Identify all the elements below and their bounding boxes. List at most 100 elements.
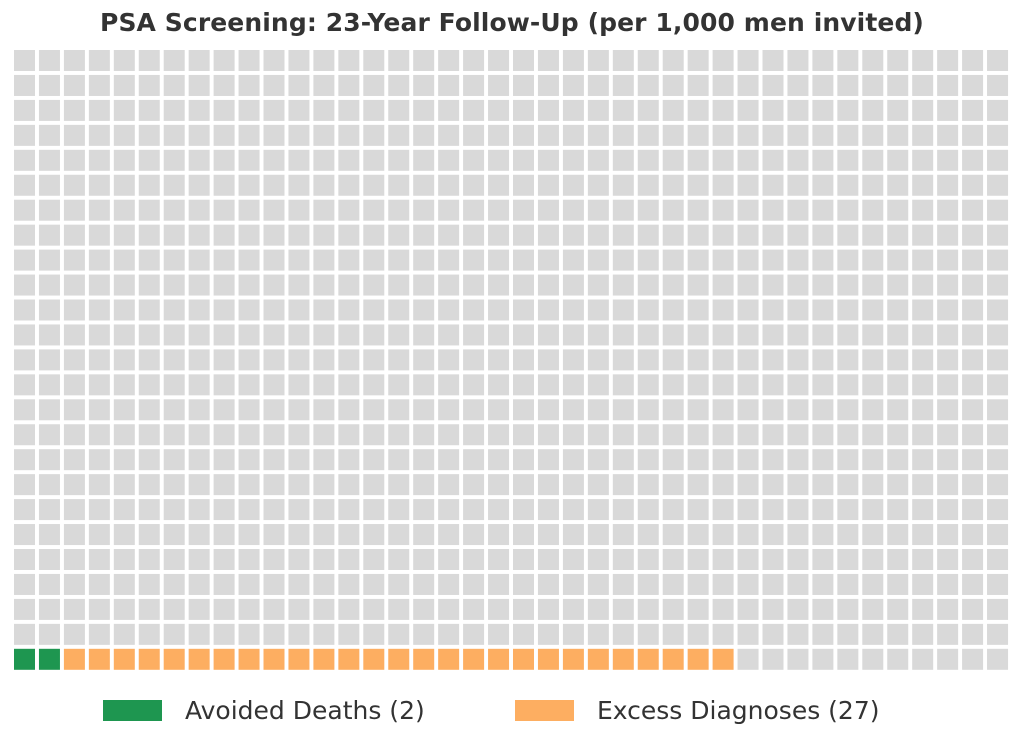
- waffle-cell: [537, 249, 559, 271]
- waffle-cell: [213, 374, 235, 396]
- waffle-cell: [987, 274, 1009, 296]
- waffle-cell: [887, 374, 909, 396]
- waffle-cell: [937, 524, 959, 546]
- waffle-cell: [388, 549, 410, 570]
- waffle-cell: [537, 324, 559, 346]
- waffle-cell: [737, 374, 759, 396]
- waffle-cell: [562, 474, 584, 496]
- waffle-cell: [987, 224, 1009, 246]
- waffle-cell: [388, 149, 410, 171]
- waffle-cell: [862, 573, 884, 595]
- waffle-cell: [712, 299, 734, 321]
- waffle-cell: [338, 249, 360, 271]
- waffle-cell: [188, 274, 210, 296]
- waffle-cell: [712, 274, 734, 296]
- waffle-cell: [313, 50, 335, 71]
- waffle-cell: [887, 249, 909, 271]
- waffle-cell-excess-diagnosis: [163, 648, 185, 670]
- waffle-cell: [962, 424, 984, 446]
- waffle-cell: [862, 224, 884, 246]
- waffle-cell: [113, 174, 135, 196]
- waffle-cell: [737, 399, 759, 421]
- waffle-cell: [363, 149, 385, 171]
- waffle-cell: [413, 274, 435, 296]
- waffle-cell: [213, 424, 235, 446]
- waffle-cell: [63, 324, 85, 346]
- waffle-cell: [338, 399, 360, 421]
- waffle-cell: [687, 598, 709, 620]
- waffle-cell: [63, 249, 85, 271]
- waffle-cell: [937, 249, 959, 271]
- waffle-cell: [812, 299, 834, 321]
- waffle-cell: [513, 324, 534, 346]
- waffle-cell: [987, 524, 1009, 546]
- waffle-cell: [737, 249, 759, 271]
- waffle-cell: [188, 74, 210, 96]
- waffle-cell: [38, 299, 60, 321]
- waffle-cell: [263, 598, 285, 620]
- waffle-cell: [213, 149, 235, 171]
- waffle-cell: [463, 174, 485, 196]
- waffle-cell: [513, 74, 534, 96]
- waffle-cell: [38, 374, 60, 396]
- waffle-cell: [188, 124, 210, 146]
- waffle-cell: [188, 474, 210, 496]
- waffle-cell: [63, 449, 85, 471]
- waffle-cell: [637, 449, 659, 471]
- waffle-cell: [513, 99, 534, 121]
- waffle-cell: [737, 648, 759, 670]
- waffle-cell: [363, 549, 385, 570]
- waffle-cell: [987, 474, 1009, 496]
- waffle-cell: [14, 549, 35, 570]
- waffle-cell: [587, 573, 609, 595]
- waffle-cell: [687, 424, 709, 446]
- waffle-cell: [38, 499, 60, 521]
- waffle-cell: [562, 149, 584, 171]
- waffle-cell: [887, 124, 909, 146]
- waffle-cell-excess-diagnosis: [338, 648, 360, 670]
- waffle-cell: [837, 449, 859, 471]
- waffle-cell: [463, 549, 485, 570]
- waffle-cell: [887, 149, 909, 171]
- waffle-cell: [113, 623, 135, 645]
- waffle-cell: [63, 374, 85, 396]
- waffle-cell: [812, 374, 834, 396]
- waffle-cell: [263, 99, 285, 121]
- waffle-cell: [887, 299, 909, 321]
- waffle-cell: [113, 399, 135, 421]
- waffle-cell: [787, 374, 809, 396]
- waffle-cell: [38, 623, 60, 645]
- waffle-cell: [14, 598, 35, 620]
- waffle-cell: [488, 50, 510, 71]
- waffle-cell: [88, 499, 110, 521]
- waffle-cell: [513, 299, 534, 321]
- waffle-cell: [388, 573, 410, 595]
- waffle-cell: [338, 74, 360, 96]
- waffle-cell: [587, 474, 609, 496]
- waffle-cell: [987, 50, 1009, 71]
- waffle-cell: [113, 524, 135, 546]
- waffle-cell: [88, 199, 110, 221]
- waffle-cell: [188, 449, 210, 471]
- waffle-cell: [213, 549, 235, 570]
- waffle-cell: [413, 573, 435, 595]
- waffle-cell: [912, 374, 934, 396]
- waffle-cell: [38, 174, 60, 196]
- waffle-cell: [537, 124, 559, 146]
- waffle-cell: [812, 50, 834, 71]
- waffle-cell: [862, 623, 884, 645]
- waffle-cell: [662, 399, 684, 421]
- waffle-cell: [163, 149, 185, 171]
- waffle-cell: [163, 524, 185, 546]
- waffle-cell: [962, 499, 984, 521]
- waffle-cell: [238, 598, 260, 620]
- waffle-cell: [987, 449, 1009, 471]
- waffle-cell: [113, 124, 135, 146]
- waffle-cell: [837, 124, 859, 146]
- waffle-cell: [787, 274, 809, 296]
- waffle-cell: [413, 74, 435, 96]
- waffle-cell: [712, 424, 734, 446]
- waffle-cell: [113, 449, 135, 471]
- waffle-cell: [463, 623, 485, 645]
- waffle-cell: [912, 474, 934, 496]
